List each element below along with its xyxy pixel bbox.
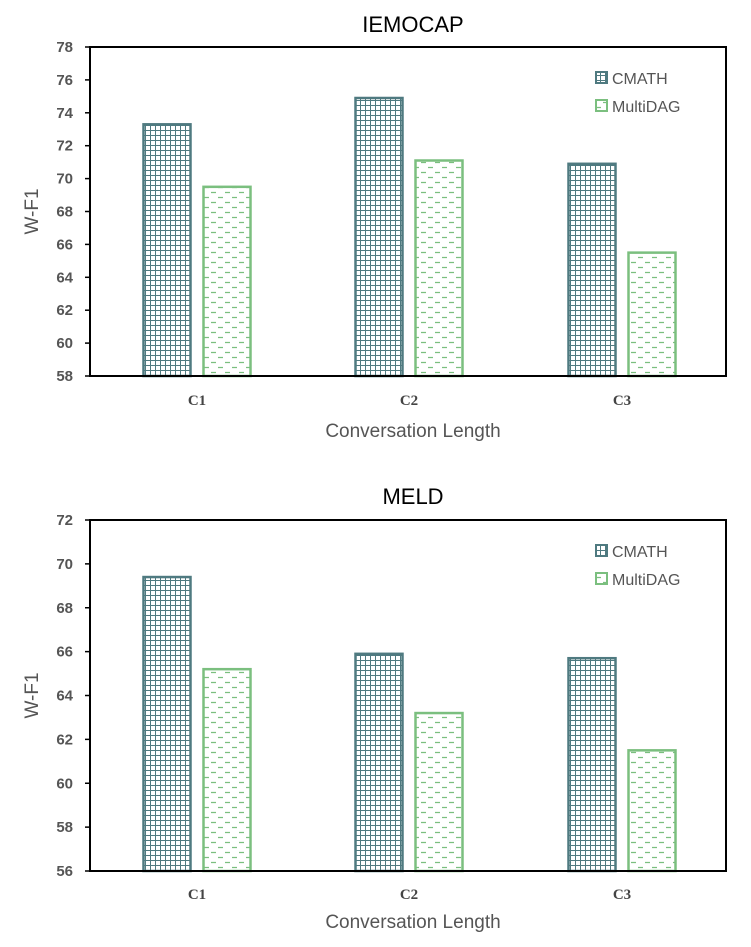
chart-title: MELD	[382, 484, 443, 509]
x-tick-label: C2	[400, 393, 418, 409]
bar-cmath-c1	[142, 123, 192, 378]
y-tick-label: 70	[56, 556, 73, 573]
y-tick-label: 68	[56, 204, 73, 221]
y-tick-label: 74	[56, 105, 73, 122]
y-tick-label: 66	[56, 644, 73, 661]
legend-label-cmath: CMATH	[612, 544, 668, 561]
y-tick-label: 72	[56, 512, 73, 529]
y-tick-label: 66	[56, 236, 73, 253]
y-tick-label: 64	[56, 688, 73, 705]
bar-multidag-c1	[202, 185, 252, 378]
y-tick-label: 76	[56, 72, 73, 89]
x-axis-label: Conversation Length	[325, 912, 500, 933]
legend-label-multidag: MultiDAG	[612, 99, 680, 116]
legend-swatch-multidag	[595, 99, 608, 112]
bar-cmath-c3	[567, 162, 617, 378]
x-tick-label: C2	[400, 887, 418, 903]
x-tick-label: C1	[188, 393, 206, 409]
chart-title: IEMOCAP	[362, 12, 463, 37]
bar-multidag-c1	[202, 667, 252, 873]
y-tick-label: 58	[56, 819, 73, 836]
x-tick-label: C3	[613, 393, 631, 409]
legend-swatch-cmath	[595, 544, 608, 557]
y-tick-label: 62	[56, 302, 73, 319]
legend-swatch-multidag	[595, 572, 608, 585]
x-axis-label: Conversation Length	[325, 421, 500, 442]
y-tick-label: 56	[56, 863, 73, 880]
y-tick-label: 78	[56, 39, 73, 56]
bar-cmath-c1	[142, 575, 192, 873]
legend-label-cmath: CMATH	[612, 71, 668, 88]
bar-multidag-c3	[627, 749, 677, 873]
x-tick-label: C3	[613, 887, 631, 903]
bar-multidag-c2	[414, 159, 464, 378]
y-tick-label: 68	[56, 600, 73, 617]
bar-cmath-c2	[354, 96, 404, 378]
bar-multidag-c3	[627, 251, 677, 378]
y-tick-label: 72	[56, 138, 73, 155]
legend-label-multidag: MultiDAG	[612, 572, 680, 589]
y-tick-label: 62	[56, 731, 73, 748]
y-tick-label: 70	[56, 171, 73, 188]
y-tick-label: 60	[56, 775, 73, 792]
y-tick-label: 60	[56, 335, 73, 352]
legend-swatch-cmath	[595, 71, 608, 84]
bar-cmath-c3	[567, 656, 617, 873]
y-tick-label: 64	[56, 269, 73, 286]
y-axis-label: W-F1	[22, 188, 43, 234]
y-axis-label: W-F1	[22, 672, 43, 718]
bar-multidag-c2	[414, 711, 464, 873]
x-tick-label: C1	[188, 887, 206, 903]
bar-cmath-c2	[354, 652, 404, 873]
y-tick-label: 58	[56, 368, 73, 385]
